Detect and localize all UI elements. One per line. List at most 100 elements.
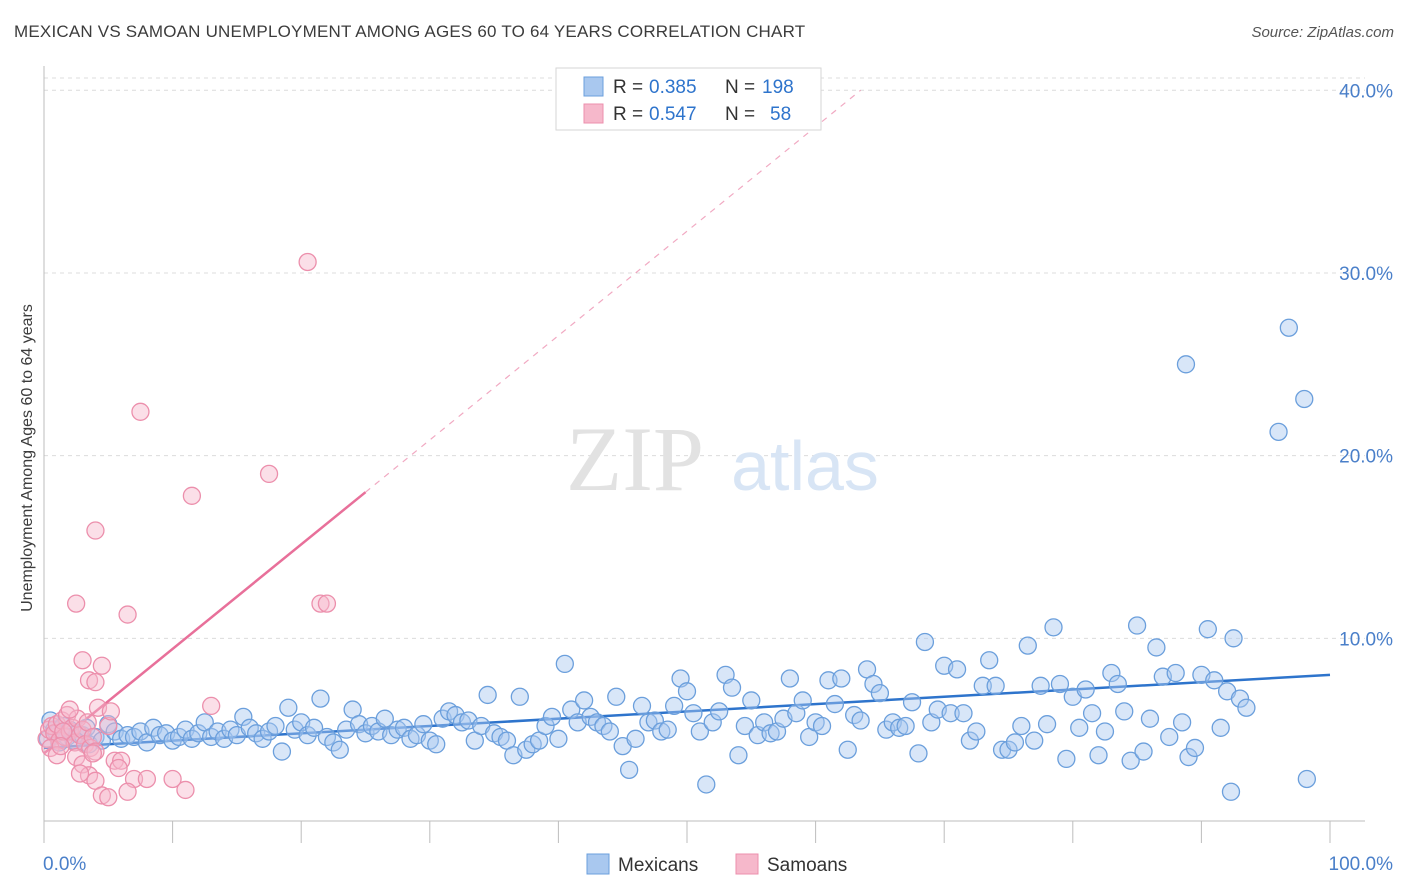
mexicans-point xyxy=(710,702,729,721)
legend-r-value: 0.547 xyxy=(649,104,697,125)
mexicans-point xyxy=(311,689,330,708)
mexicans-point xyxy=(1140,709,1160,728)
mexicans-point xyxy=(1082,704,1102,723)
samoans-point xyxy=(202,696,221,716)
legend-swatch-mexicans xyxy=(586,853,610,875)
mexicans-point xyxy=(1095,722,1115,741)
watermark-zip: ZIP xyxy=(566,408,704,510)
mexicans-point xyxy=(986,676,1005,695)
mexicans-point xyxy=(510,687,529,706)
tick-labels: 10.0% 20.0% 30.0% 40.0% 0.0% 100.0% xyxy=(43,81,1393,875)
samoans-point xyxy=(86,521,105,540)
mexicans-point xyxy=(947,660,967,679)
samoans-trend-extension xyxy=(365,89,861,493)
mexicans-point xyxy=(1237,698,1256,717)
mexicans-point xyxy=(1121,751,1140,770)
mexicans-point xyxy=(967,722,986,741)
mexicans-point xyxy=(1185,738,1205,758)
mexicans-point xyxy=(542,707,562,727)
legend-r-label: R = xyxy=(613,77,648,98)
mexicans-point xyxy=(632,696,652,716)
mexicans-point xyxy=(388,720,407,739)
legend-n-value: 58 xyxy=(770,104,791,125)
mexicans-point xyxy=(1025,731,1044,750)
mexicans-point xyxy=(1076,680,1095,699)
mexicans-point xyxy=(915,632,935,652)
samoans-point xyxy=(137,769,157,789)
samoans-point xyxy=(176,780,195,800)
mexicans-point xyxy=(639,713,658,732)
mexicans-point xyxy=(1176,355,1196,374)
legend-swatch-mexicans xyxy=(583,76,604,97)
mexicans-point xyxy=(555,654,574,674)
samoans-point xyxy=(47,746,67,765)
mexicans-point xyxy=(1160,727,1179,747)
mexicans-point xyxy=(1198,620,1217,639)
y-tick-label: 30.0% xyxy=(1339,264,1393,285)
mexicans-point xyxy=(427,735,446,754)
mexicans-point xyxy=(761,724,780,743)
legend-swatch-samoans xyxy=(583,103,604,124)
grid-lines xyxy=(44,77,1365,639)
correlation-legend: R = 0.385 N = 198 R = 0.547 N = 58 xyxy=(555,67,822,131)
legend-r-value: 0.385 xyxy=(649,77,697,98)
mexicans-point xyxy=(729,746,748,765)
legend-r-label: R = xyxy=(613,104,648,125)
mexicans-point xyxy=(645,711,664,730)
axes xyxy=(43,66,1365,843)
mexicans-point xyxy=(780,669,800,688)
mexicans-point xyxy=(234,707,253,727)
mexicans-point xyxy=(414,715,433,734)
samoans-point xyxy=(298,252,317,272)
mexicans-point xyxy=(549,729,568,748)
x-tick-label: 0.0% xyxy=(43,854,86,875)
mexicans-point xyxy=(266,716,285,736)
mexicans-point xyxy=(864,674,883,694)
mexicans-point xyxy=(1221,782,1241,801)
mexicans-point xyxy=(272,742,292,761)
mexicans-point xyxy=(1115,702,1134,721)
mexicans-point xyxy=(1108,674,1127,694)
mexicans-point xyxy=(832,669,851,688)
mexicans-point xyxy=(536,716,555,736)
mexicans-point xyxy=(1297,769,1317,789)
mexicans-point xyxy=(896,716,915,736)
mexicans-point xyxy=(722,678,742,697)
samoans-point xyxy=(131,402,150,421)
y-tick-label: 10.0% xyxy=(1339,629,1393,650)
samoans-point xyxy=(163,769,182,789)
samoans-point xyxy=(317,594,337,613)
mexicans-point xyxy=(902,693,922,712)
mexicans-point xyxy=(1172,713,1192,732)
samoans-point xyxy=(73,651,92,670)
samoans-point xyxy=(99,788,118,807)
mexicans-point xyxy=(1279,318,1298,337)
legend-n-label: N = xyxy=(725,104,760,125)
samoans-trend-line xyxy=(43,491,367,755)
trend-lines xyxy=(43,89,1331,755)
mexicans-point xyxy=(1230,689,1250,708)
mexicans-point xyxy=(304,718,324,737)
mexicans-point xyxy=(1102,663,1121,683)
samoans-point xyxy=(311,594,330,613)
samoans-point xyxy=(79,671,99,690)
samoans-point xyxy=(259,464,279,484)
chart-title: MEXICAN VS SAMOAN UNEMPLOYMENT AMONG AGE… xyxy=(14,22,806,41)
mexicans-point xyxy=(690,722,710,741)
series-legend: Mexicans Samoans xyxy=(586,853,847,876)
samoans-point xyxy=(70,764,90,783)
legend-swatch-samoans xyxy=(735,853,759,875)
mexicans-point xyxy=(375,709,394,728)
source-credit: Source: ZipAtlas.com xyxy=(1251,24,1394,41)
samoans-point xyxy=(92,656,112,675)
mexicans-point xyxy=(697,775,716,794)
mexicans-point xyxy=(330,740,349,759)
legend-label-mexicans: Mexicans xyxy=(618,855,698,876)
legend-n-value: 198 xyxy=(762,77,794,98)
mexicans-point xyxy=(890,718,909,737)
mexicans-point xyxy=(735,716,755,736)
samoans-point xyxy=(67,594,86,613)
samoans-point xyxy=(99,716,118,736)
mexicans-point xyxy=(755,713,774,732)
mexicans-point xyxy=(1031,676,1050,695)
